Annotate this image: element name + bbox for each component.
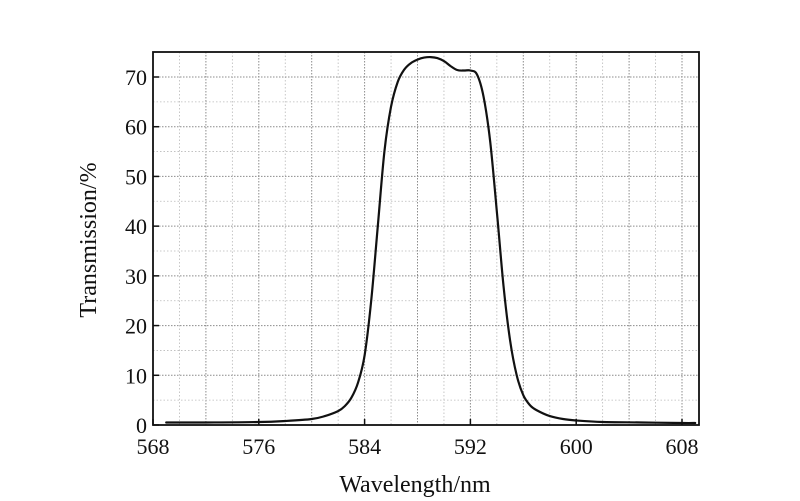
x-tick-label: 568: [137, 434, 170, 459]
y-tick-label: 50: [125, 164, 147, 189]
y-tick-label: 60: [125, 115, 147, 140]
x-tick-label: 600: [560, 434, 593, 459]
y-tick-label: 30: [125, 264, 147, 289]
x-axis-title: Wavelength/nm: [339, 472, 491, 498]
y-tick-label: 70: [125, 65, 147, 90]
y-tick-label: 0: [136, 413, 147, 438]
y-tick-label: 40: [125, 214, 147, 239]
x-tick-label: 608: [666, 434, 699, 459]
series-group: [165, 55, 697, 425]
x-tick-label: 576: [242, 434, 275, 459]
x-tick-labels: 568 576 584 592 600 608: [137, 434, 699, 459]
y-tick-label: 10: [125, 363, 147, 388]
plot-frame: [152, 51, 700, 426]
x-tick-label: 592: [454, 434, 487, 459]
y-tick-label: 20: [125, 314, 147, 339]
x-tick-label: 584: [348, 434, 381, 459]
transmission-curve: [165, 55, 697, 425]
y-axis-title: Transmission/%: [76, 162, 102, 317]
grid: [153, 52, 699, 425]
y-tick-labels: 0 10 20 30 40 50 60 70: [125, 65, 147, 438]
